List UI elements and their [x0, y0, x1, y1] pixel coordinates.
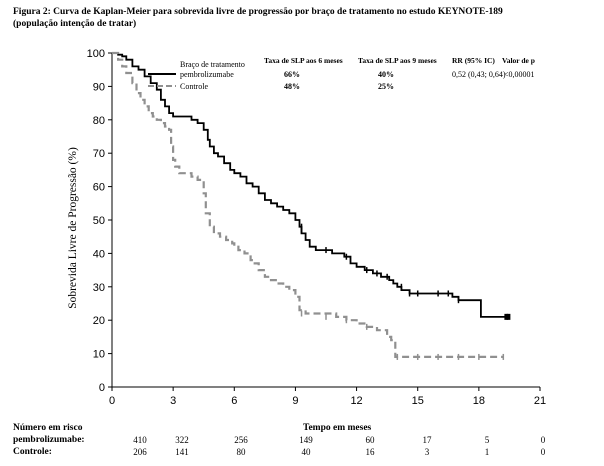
y-tick-label: 90	[93, 81, 105, 93]
y-tick-label: 80	[93, 115, 105, 127]
risk-value: 149	[299, 435, 313, 445]
y-tick-label: 30	[93, 282, 105, 294]
risk-value: 80	[236, 447, 246, 457]
legend-value: 66%	[284, 70, 300, 79]
y-tick-label: 10	[93, 349, 105, 361]
legend-column-header: Valor de p	[502, 56, 535, 65]
y-tick-label: 0	[99, 382, 105, 394]
legend-value: 0,52 (0,43; 0,64)	[452, 70, 506, 79]
x-tick-label: 3	[170, 395, 176, 407]
risk-value: 1	[484, 447, 490, 457]
risk-value: 410	[133, 435, 147, 445]
caption-line-1: Figura 2: Curva de Kaplan-Meier para sob…	[13, 7, 503, 17]
legend-value: 25%	[378, 82, 394, 91]
risk-value: 16	[365, 447, 375, 457]
legend-header: Braço de tratamento	[180, 60, 245, 69]
legend-value: 40%	[378, 70, 394, 79]
x-tick-label: 9	[292, 395, 298, 407]
y-tick-label: 70	[93, 148, 105, 160]
risk-value: 17	[422, 435, 432, 445]
risk-value: 5	[484, 435, 490, 445]
series-line-pembrolizumabe	[112, 52, 508, 318]
legend-value: 48%	[284, 82, 300, 91]
x-axis-label: Tempo em meses	[303, 423, 372, 433]
risk-value: 60	[365, 435, 375, 445]
y-tick-label: 60	[93, 182, 105, 194]
chart-axes: 0 10 20 30 40 50 60 70 80 90 100 0 3 6 9 12 15 18 21	[87, 48, 546, 407]
x-tick-label: 21	[534, 395, 546, 407]
risk-value: 322	[175, 435, 189, 445]
risk-row-label: Controle:	[13, 447, 52, 457]
x-tick-label: 15	[412, 395, 424, 407]
chart-curves	[112, 51, 511, 360]
risk-value: 0	[540, 447, 546, 457]
y-tick-label: 100	[87, 48, 105, 60]
legend-row-name: pembrolizumabe	[180, 70, 234, 79]
x-tick-label: 12	[350, 395, 362, 407]
x-tick-label: 6	[231, 395, 237, 407]
x-tick-label: 18	[473, 395, 485, 407]
y-axis-label: Sobrevida Livre de Progressão (%)	[67, 147, 79, 309]
chart-legend: Braço de tratamento Taxa de SLP aos 6 mes…	[148, 56, 535, 91]
series-end-marker	[504, 313, 511, 320]
x-tick-label: 0	[109, 395, 115, 407]
legend-value: <0,00001	[504, 70, 535, 79]
y-tick-label: 40	[93, 248, 105, 260]
risk-table-title: Número em risco	[13, 423, 83, 433]
legend-column-header: Taxa de SLP aos 9 meses	[358, 56, 437, 65]
y-tick-label: 20	[93, 315, 105, 327]
risk-row-label: pembrolizumabe:	[13, 435, 85, 445]
caption-line-2: (população intenção de tratar)	[13, 19, 137, 29]
legend-column-header: RR (95% IC)	[452, 56, 495, 65]
figure-caption: Figura 2: Curva de Kaplan-Meier para sob…	[13, 6, 593, 30]
risk-value: 0	[540, 435, 546, 445]
legend-column-header: Taxa de SLP aos 6 meses	[264, 56, 343, 65]
series-line-controle	[112, 51, 504, 358]
risk-value: 40	[301, 447, 311, 457]
y-tick-label: 50	[93, 215, 105, 227]
risk-value: 256	[234, 435, 248, 445]
risk-value: 206	[133, 447, 147, 457]
risk-value: 3	[424, 447, 430, 457]
risk-value: 141	[175, 447, 189, 457]
legend-row-name: Controle	[180, 82, 208, 91]
